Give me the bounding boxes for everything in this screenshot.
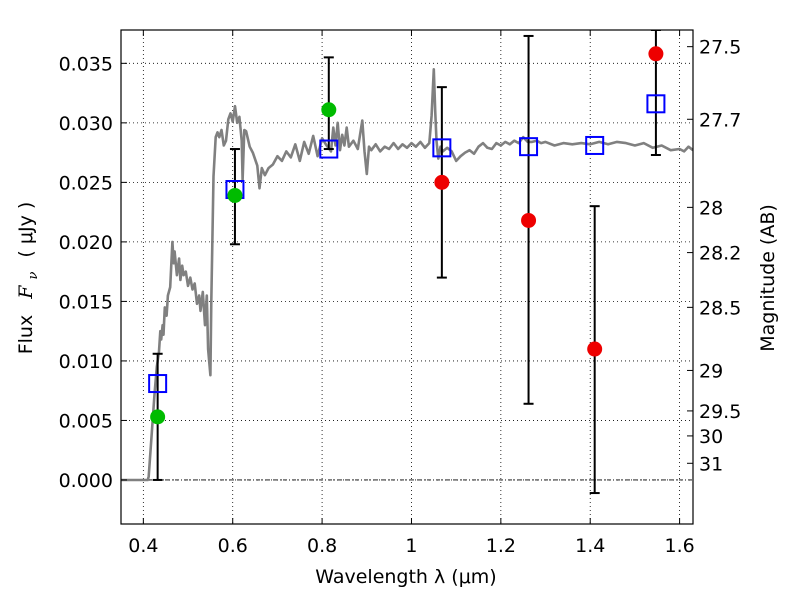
y-axis-label-unit: ( μJy )	[15, 202, 37, 258]
y-tick-label: 0.030	[59, 113, 113, 135]
y2-tick-label: 27.5	[699, 37, 741, 59]
y2-tick-label: 27.7	[699, 109, 741, 131]
x-axis-label: Wavelength λ (μm)	[315, 566, 496, 588]
y2-tick-label: 31	[699, 453, 723, 475]
x-tick-label: 1.6	[664, 535, 694, 557]
detection-point	[227, 187, 243, 203]
model-flux-square	[646, 94, 666, 114]
y2-tick-label: 29.5	[699, 401, 741, 423]
nondetection-point	[648, 46, 664, 62]
model-flux-square	[148, 374, 168, 394]
y-axis-label: Flux F ν ( μJy )	[15, 202, 42, 355]
x-tick-label: 0.6	[218, 535, 248, 557]
y2-tick-label: 28.5	[699, 297, 741, 319]
nondetection-point	[434, 174, 450, 190]
y2-axis-label: Magnitude (AB)	[757, 204, 779, 352]
y-tick-label: 0.025	[59, 172, 113, 194]
nondetection-point	[521, 212, 537, 228]
y-tick-label: 0.035	[59, 53, 113, 75]
x-tick-label: 1.2	[486, 535, 516, 557]
model-flux-square	[519, 137, 539, 157]
model-flux-square	[319, 139, 339, 159]
y-tick-label: 0.010	[59, 351, 113, 373]
x-tick-label: 0.8	[307, 535, 337, 557]
x-tick-label: 1.4	[575, 535, 605, 557]
plot-frame	[120, 29, 694, 525]
y-tick-label: 0.005	[59, 410, 113, 432]
y2-tick-label: 30	[699, 426, 723, 448]
detection-point	[150, 409, 166, 425]
model-flux-square	[585, 135, 605, 155]
y2-tick-label: 28.2	[699, 243, 741, 265]
y-axis-label-text: Flux	[15, 315, 37, 355]
y2-tick-label: 29	[699, 360, 723, 382]
template-spectrum-line	[121, 68, 693, 482]
detection-point	[321, 102, 337, 118]
y-tick-label: 0.000	[59, 470, 113, 492]
y-axis-label-subscript: ν	[26, 272, 41, 280]
y-axis-label-symbol: F	[15, 285, 37, 300]
model-flux-square	[432, 138, 452, 158]
tick-layer: 0.4 0.6 0.8 1 1.2 1.4 1.6 0.000 0.005 0.010 0.015 0…	[59, 30, 741, 557]
y-tick-label: 0.015	[59, 291, 113, 313]
grid-lines	[121, 30, 693, 524]
x-tick-label: 0.4	[128, 535, 158, 557]
y-tick-label: 0.020	[59, 232, 113, 254]
data-layer	[121, 30, 693, 495]
x-tick-label: 1	[405, 535, 417, 557]
y2-tick-label: 28	[699, 197, 723, 219]
nondetection-point	[587, 341, 603, 357]
